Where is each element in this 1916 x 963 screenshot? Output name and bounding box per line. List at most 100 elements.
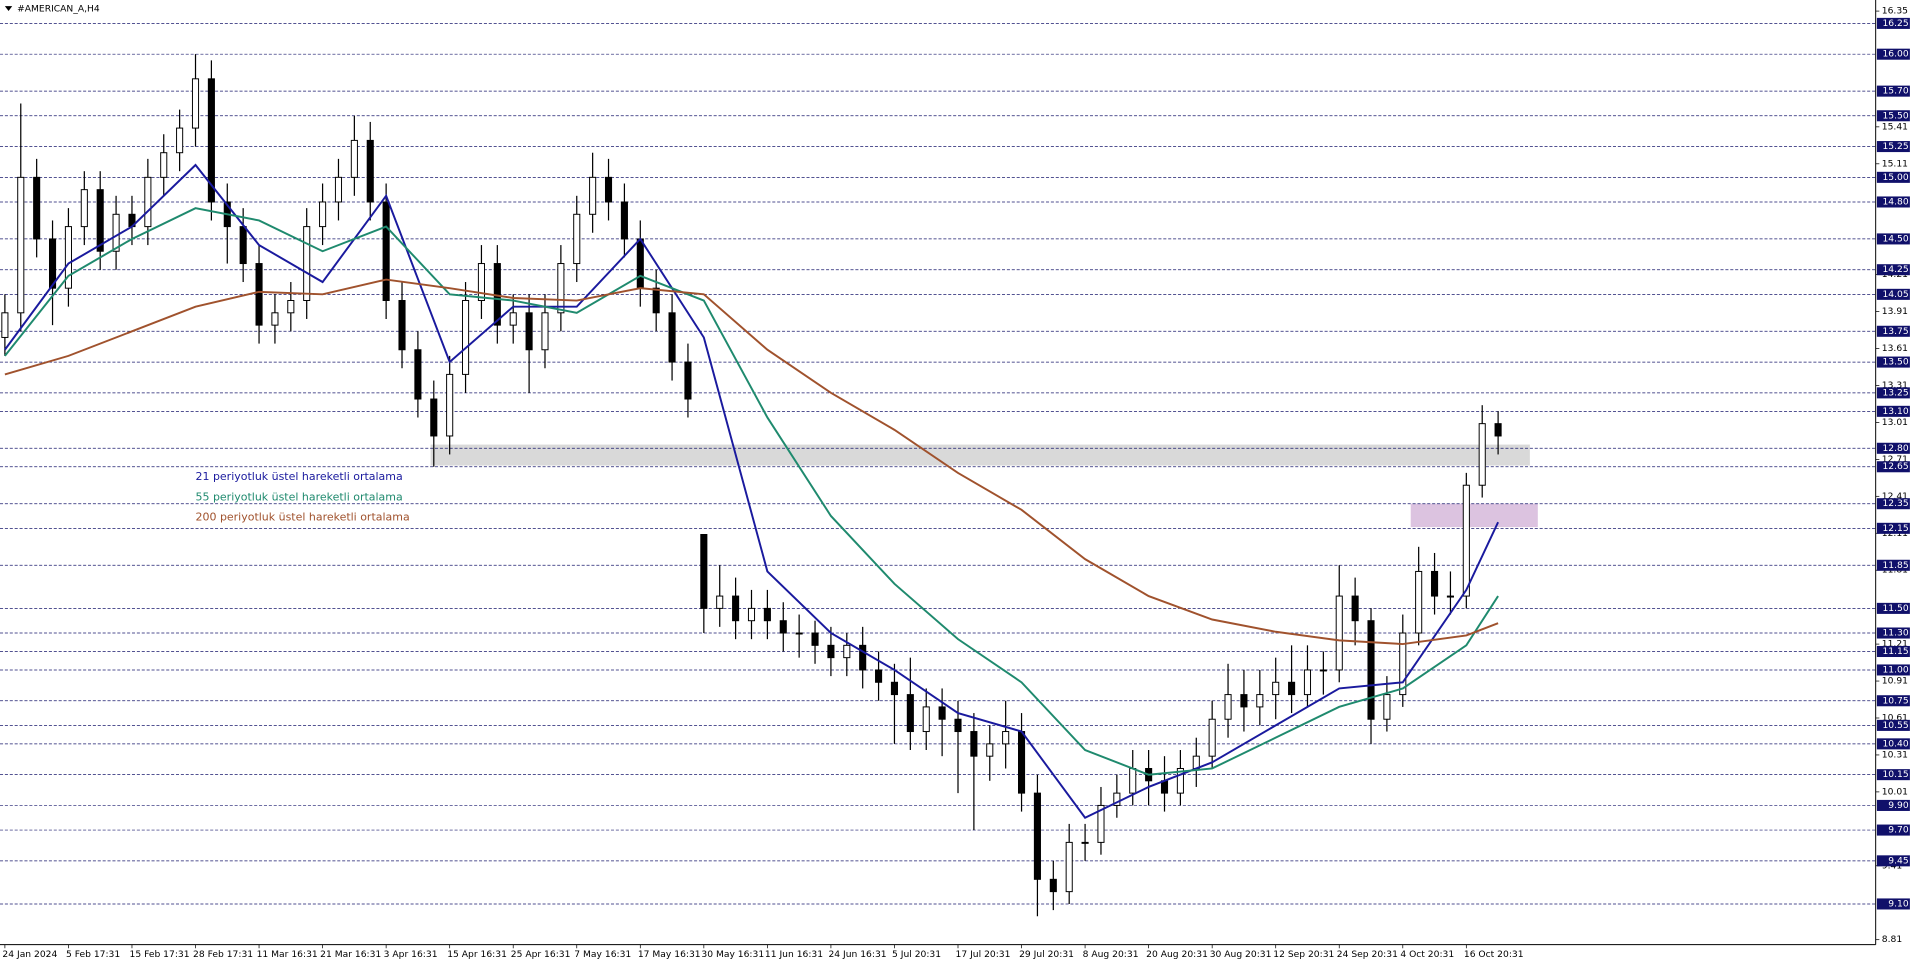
candle-body — [1319, 669, 1327, 672]
candle-body — [525, 312, 533, 351]
y-tick-label: 13.31 — [1882, 380, 1908, 391]
x-tick-label: 12 Sep 20:31 — [1273, 949, 1334, 960]
ema-line — [4, 207, 1499, 776]
ema-line — [4, 163, 1499, 819]
x-tick-label: 20 Aug 20:31 — [1146, 949, 1208, 960]
candle-body — [1462, 484, 1470, 597]
candle-body — [1033, 792, 1041, 880]
candle-body — [684, 361, 692, 400]
candle-body — [620, 201, 628, 240]
candle-body — [922, 706, 930, 733]
level-label: 11.85 — [1882, 560, 1908, 571]
candle-body — [573, 213, 581, 265]
candle-body — [636, 238, 644, 289]
level-label: 15.50 — [1882, 110, 1908, 121]
y-tick-label: 13.01 — [1882, 417, 1908, 428]
candle-body — [48, 238, 57, 289]
candle-body — [191, 78, 200, 129]
level-label: 9.45 — [1888, 855, 1909, 866]
candle-body — [17, 176, 25, 314]
x-tick-label: 30 May 16:31 — [701, 949, 764, 960]
level-label: 11.15 — [1882, 646, 1908, 657]
level-label-box — [1876, 264, 1910, 276]
menu-arrow — [4, 6, 13, 12]
candle-body — [334, 176, 343, 203]
level-label-box — [1876, 48, 1910, 60]
level-label: 15.25 — [1882, 141, 1908, 152]
x-tick-label: 4 Oct 20:31 — [1400, 949, 1454, 960]
y-tick-label: 11.21 — [1882, 639, 1908, 650]
x-tick-label: 5 Jul 20:31 — [892, 949, 941, 960]
level-label-box — [1876, 387, 1910, 399]
candle-body — [33, 176, 41, 240]
legend-label: 21 periyotluk üstel hareketli ortalama — [196, 470, 403, 483]
candle-body — [716, 595, 724, 609]
level-label-box — [1876, 17, 1910, 29]
candle-body — [541, 312, 549, 351]
level-label-box — [1876, 738, 1910, 750]
level-label-box — [1876, 325, 1910, 337]
candle-body — [1383, 694, 1391, 720]
level-label: 13.10 — [1882, 406, 1908, 417]
x-tick-label: 24 Sep 20:31 — [1337, 949, 1398, 960]
level-label: 9.10 — [1888, 898, 1909, 909]
candle-body — [1494, 423, 1502, 437]
level-label-box — [1876, 559, 1910, 571]
candle-body — [700, 534, 708, 609]
x-tick-label: 17 Jul 20:31 — [956, 949, 1011, 960]
candle-body — [604, 176, 613, 203]
level-label-box — [1876, 602, 1910, 614]
x-tick-label: 24 Jan 2024 — [2, 949, 57, 960]
y-tick-label: 15.11 — [1882, 158, 1908, 169]
y-tick-label: 8.81 — [1882, 934, 1902, 945]
x-tick-label: 5 Feb 17:31 — [66, 949, 120, 960]
candle-body — [954, 718, 962, 733]
level-label-box — [1876, 627, 1910, 639]
level-label: 10.75 — [1882, 695, 1908, 706]
candle-body — [414, 349, 422, 400]
level-label-box — [1876, 855, 1910, 867]
x-tick-label: 7 May 16:31 — [574, 949, 631, 960]
candle-body — [1113, 792, 1121, 806]
candle-body — [303, 226, 311, 301]
x-tick-label: 17 May 16:31 — [638, 949, 701, 960]
candle-body — [477, 263, 485, 301]
candle-body — [938, 706, 946, 720]
legend-label: 200 periyotluk üstel hareketli ortalama — [196, 511, 410, 524]
candle-body — [1208, 718, 1216, 757]
candle-body — [986, 743, 994, 757]
candle-body — [96, 189, 104, 252]
y-tick-label: 12.41 — [1882, 491, 1908, 502]
candle-body — [970, 731, 978, 757]
candle-body — [1367, 620, 1375, 720]
level-label-box — [1876, 898, 1910, 910]
x-tick-label: 15 Apr 16:31 — [447, 949, 507, 960]
ema-lines — [4, 163, 1499, 819]
x-tick-label: 11 Jun 16:31 — [765, 949, 823, 960]
candle-body — [80, 189, 88, 228]
level-label: 12.65 — [1882, 461, 1908, 472]
level-label-box — [1876, 171, 1910, 183]
candle-body — [239, 226, 247, 265]
candle-body — [779, 620, 787, 634]
candle-body — [176, 127, 184, 154]
y-tick-label: 10.31 — [1882, 749, 1908, 760]
x-tick-label: 24 Jun 16:31 — [828, 949, 886, 960]
zone — [1410, 503, 1538, 528]
candle-body — [747, 607, 756, 622]
candle-body — [366, 139, 374, 203]
level-label: 16.00 — [1882, 49, 1908, 60]
candle-body — [1240, 694, 1248, 708]
candle-body — [1272, 681, 1280, 696]
candle-body — [382, 201, 390, 301]
candle-body — [446, 373, 454, 437]
x-tick-label: 25 Apr 16:31 — [511, 949, 571, 960]
level-label-box — [1876, 288, 1910, 300]
level-label: 10.55 — [1882, 720, 1908, 731]
candle-body — [1303, 669, 1312, 696]
level-label: 9.70 — [1888, 825, 1909, 836]
candle-body — [827, 644, 835, 659]
level-label: 10.15 — [1882, 769, 1908, 780]
candle-body — [1351, 595, 1359, 622]
level-label-box — [1876, 719, 1910, 731]
